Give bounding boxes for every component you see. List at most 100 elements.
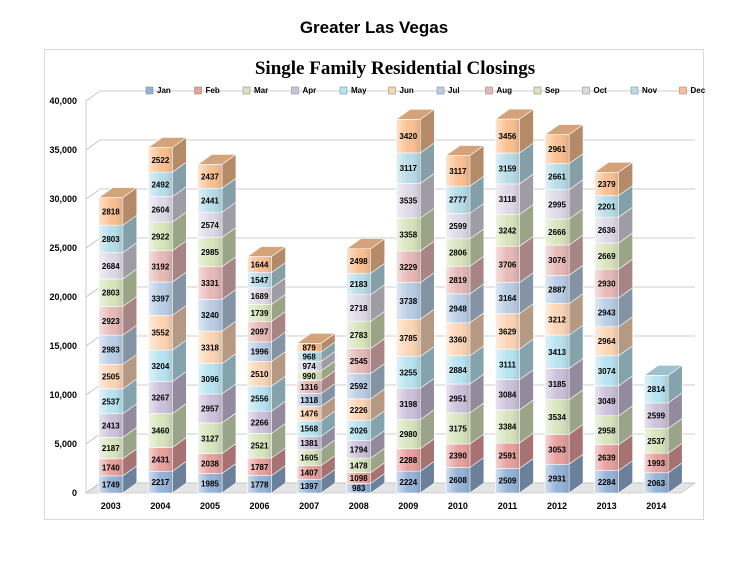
data-label: 2961 [548,145,566,154]
bar-segment-highlight [197,331,222,364]
bar-segment-highlight [594,470,619,493]
bar-segment-highlight [98,388,123,414]
bar-segment-highlight [197,473,222,493]
data-label: 2509 [499,477,517,486]
legend-label: Oct [594,86,608,95]
bar-segment-highlight [545,303,570,336]
bar-segment-highlight [594,172,619,196]
data-label: 1739 [251,309,269,318]
data-label: 2522 [151,156,169,165]
data-label: 2379 [598,180,616,189]
legend-swatch [339,86,348,95]
bar-top [296,332,337,344]
bar-segment-highlight [396,319,421,357]
legend-swatch [388,86,396,95]
bar-top [197,154,237,165]
bar-segment-highlight [247,475,272,493]
bar-segment-highlight [197,266,222,300]
bar-top [544,124,584,135]
bar-segment-highlight [98,252,123,279]
legend-swatch [582,86,590,95]
bar-segment-highlight [247,321,272,342]
data-label: 3456 [499,132,517,141]
bar-top [246,246,287,257]
data-label: 1794 [350,445,368,454]
bar-segment-highlight [495,119,520,153]
data-label: 2431 [151,455,169,464]
data-label: 3111 [499,360,516,369]
data-label: 1098 [350,474,368,483]
data-label: 2556 [251,395,269,404]
data-label: 1605 [300,454,318,463]
bar-segment-highlight [297,479,322,493]
data-label: 2639 [598,454,616,463]
bar-segment-highlight [148,315,173,351]
data-label: 2038 [201,460,219,469]
bar-segment-highlight [644,428,669,454]
data-label: 2887 [548,285,566,294]
bar-segment-highlight [148,413,173,448]
data-label: 3535 [399,197,417,206]
data-label: 879 [302,344,316,353]
bar-top [147,137,188,148]
data-label: 2995 [548,200,566,209]
data-label: 1381 [300,439,318,448]
data-label: 3053 [548,445,566,454]
data-label: 2803 [102,235,120,244]
bar-segment-highlight [495,246,520,283]
legend-label: Nov [642,86,658,95]
bar-segment-highlight [148,350,173,382]
data-label: 1996 [251,348,269,357]
data-label: 3358 [399,231,417,240]
bar-segment-highlight [247,433,272,459]
bar-segment-highlight [545,219,570,246]
bar-segment-highlight [495,468,520,493]
data-label: 2537 [647,437,665,446]
bar-segment-highlight [148,222,173,251]
legend-label: May [351,86,367,95]
bar-segment-highlight [247,341,272,362]
data-label: 3460 [151,426,169,435]
data-label: 2964 [598,337,616,346]
gridline [85,90,695,102]
legend-label: Jan [157,86,171,95]
bar-segment-highlight [644,472,669,493]
data-label: 1316 [300,383,318,392]
data-label: 2097 [251,328,269,337]
bar-segment-highlight [644,375,669,403]
data-label: 983 [352,484,366,493]
bar-segment-highlight [297,343,322,352]
bar-segment-highlight [346,472,371,484]
bar-segment-highlight [396,282,421,320]
data-label: 1397 [300,482,318,491]
bar-segment-highlight [545,134,570,164]
bar-segment-highlight [98,197,123,226]
bar-segment-highlight [98,475,123,493]
bar-segment-highlight [247,458,272,476]
bar-segment-highlight [346,373,371,399]
x-tick-label: 2005 [200,501,220,511]
bar-segment-highlight [445,412,470,445]
bar-segment-highlight [396,218,421,251]
data-label: 3192 [151,262,169,271]
bar-segment-highlight [247,272,272,288]
bar-segment-highlight [495,409,520,444]
data-label: 1476 [300,410,318,419]
bar-segment-highlight [297,351,322,362]
data-label: 2284 [598,478,616,487]
data-label: 1547 [251,276,269,285]
bar-segment-highlight [297,465,322,480]
bar-segment-highlight [445,383,470,413]
bar-segment-highlight [545,368,570,400]
bar-segment-highlight [396,471,421,493]
bar-segment-highlight [495,214,520,247]
bar-segment-highlight [297,420,322,437]
bar-segment-highlight [297,380,322,394]
data-label: 2413 [102,422,120,431]
data-label: 2592 [350,382,368,391]
data-label: 2599 [647,412,665,421]
data-label: 974 [302,362,316,371]
data-label: 2187 [102,444,120,453]
data-label: 3185 [548,380,566,389]
data-label: 3534 [548,413,566,422]
